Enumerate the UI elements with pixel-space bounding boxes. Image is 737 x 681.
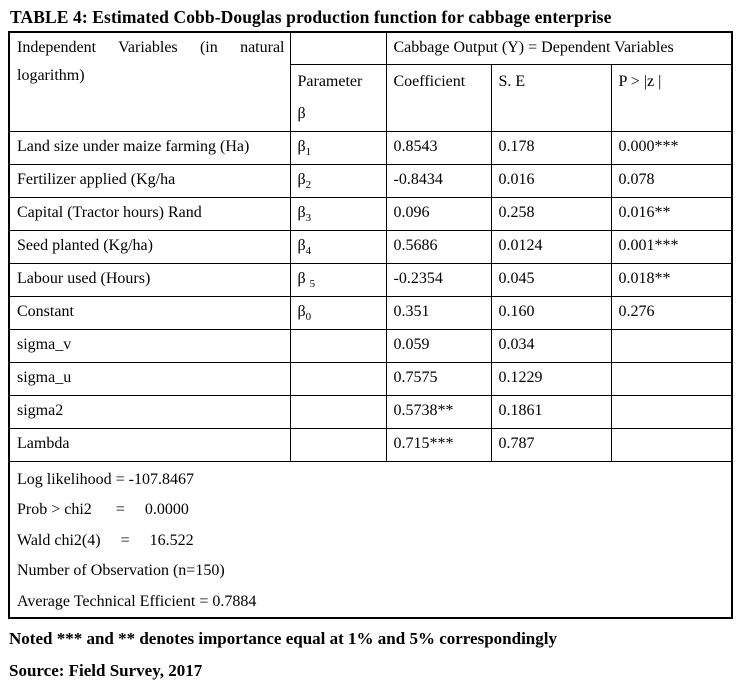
cell-variable: Fertilizer applied (Kg/ha bbox=[8, 163, 291, 198]
cell-coefficient: 0.5686 bbox=[385, 229, 492, 264]
cell-parameter bbox=[289, 361, 387, 396]
header-coefficient: Coefficient bbox=[385, 63, 492, 132]
cell-se: 0.045 bbox=[490, 262, 612, 297]
cell-parameter: β2 bbox=[289, 163, 387, 198]
cell-parameter: β0 bbox=[289, 295, 387, 330]
cell-parameter: β4 bbox=[289, 229, 387, 264]
cell-se: 0.1229 bbox=[490, 361, 612, 396]
cell-se: 0.258 bbox=[490, 196, 612, 231]
cell-parameter: β3 bbox=[289, 196, 387, 231]
cell-coefficient: -0.2354 bbox=[385, 262, 492, 297]
cell-parameter bbox=[289, 394, 387, 429]
header-independent-variables: Independent Variables (in natural logari… bbox=[8, 31, 291, 132]
cell-coefficient: 0.096 bbox=[385, 196, 492, 231]
table-row: Constant β0 0.351 0.160 0.276 bbox=[8, 295, 733, 330]
table-row: Capital (Tractor hours) Rand β3 0.096 0.… bbox=[8, 196, 733, 231]
results-table: Independent Variables (in natural logari… bbox=[8, 31, 733, 619]
header-p-value: P > |z | bbox=[610, 63, 733, 132]
cell-coefficient: 0.715*** bbox=[385, 427, 492, 462]
cell-p-value bbox=[610, 394, 733, 429]
header-dependent-banner: Cabbage Output (Y) = Dependent Variables bbox=[385, 31, 733, 65]
cell-p-value: 0.016** bbox=[610, 196, 733, 231]
cell-parameter: β1 bbox=[289, 130, 387, 165]
table-row: Fertilizer applied (Kg/ha β2 -0.8434 0.0… bbox=[8, 163, 733, 198]
cell-se: 0.034 bbox=[490, 328, 612, 363]
summary-avg-technical-efficiency: Average Technical Efficient = 0.7884 bbox=[17, 592, 257, 610]
cell-se: 0.178 bbox=[490, 130, 612, 165]
header-row-2: Parameter β Coefficient S. E P > |z | bbox=[9, 63, 733, 132]
header-parameter: Parameter β bbox=[289, 63, 387, 132]
header-parameter-word: Parameter bbox=[297, 72, 363, 90]
summary-row: Log likelihood = -107.8467 Prob > chi2 =… bbox=[8, 460, 733, 619]
cell-variable: Seed planted (Kg/ha) bbox=[8, 229, 291, 264]
table-row: Lambda 0.715*** 0.787 bbox=[8, 427, 733, 462]
cell-se: 0.787 bbox=[490, 427, 612, 462]
cell-p-value: 0.276 bbox=[610, 295, 733, 330]
table-row: sigma_v 0.059 0.034 bbox=[8, 328, 733, 363]
table-row: sigma_u 0.7575 0.1229 bbox=[8, 361, 733, 396]
cell-variable: Capital (Tractor hours) Rand bbox=[8, 196, 291, 231]
table-caption: TABLE 4: Estimated Cobb-Douglas producti… bbox=[10, 7, 612, 27]
table-row: Land size under maize farming (Ha) β1 0.… bbox=[8, 130, 733, 165]
cell-p-value: 0.078 bbox=[610, 163, 733, 198]
cell-se: 0.160 bbox=[490, 295, 612, 330]
cell-p-value: 0.001*** bbox=[610, 229, 733, 264]
cell-se: 0.1861 bbox=[490, 394, 612, 429]
cell-variable: Labour used (Hours) bbox=[8, 262, 291, 297]
cell-coefficient: 0.059 bbox=[385, 328, 492, 363]
significance-note: Noted *** and ** denotes importance equa… bbox=[9, 629, 557, 648]
cell-p-value bbox=[610, 328, 733, 363]
table-row: Labour used (Hours) β 5 -0.2354 0.045 0.… bbox=[8, 262, 733, 297]
cell-p-value: 0.018** bbox=[610, 262, 733, 297]
cell-parameter bbox=[289, 328, 387, 363]
cell-variable: sigma_u bbox=[8, 361, 291, 396]
summary-wald-chi2: Wald chi2(4) = 16.522 bbox=[17, 531, 194, 549]
cell-p-value bbox=[610, 361, 733, 396]
cell-parameter: β 5 bbox=[289, 262, 387, 297]
header-row-1: Independent Variables (in natural logari… bbox=[8, 31, 733, 132]
cell-coefficient: 0.351 bbox=[385, 295, 492, 330]
summary-prob-chi2: Prob > chi2 = 0.0000 bbox=[17, 501, 189, 518]
cell-parameter bbox=[289, 427, 387, 462]
summary-log-likelihood: Log likelihood = -107.8467 bbox=[17, 470, 195, 488]
cell-se: 0.0124 bbox=[490, 229, 612, 264]
table-row: sigma2 0.5738** 0.1861 bbox=[8, 394, 733, 429]
cell-variable: Constant bbox=[8, 295, 291, 330]
cell-variable: Lambda bbox=[8, 427, 291, 462]
cell-variable: sigma2 bbox=[8, 394, 291, 429]
header-parameter-beta: β bbox=[297, 105, 306, 122]
header-se: S. E bbox=[490, 63, 612, 132]
cell-coefficient: 0.7575 bbox=[385, 361, 492, 396]
summary-observations: Number of Observation (n=150) bbox=[17, 562, 225, 579]
cell-variable: sigma_v bbox=[8, 328, 291, 363]
header-empty-cell bbox=[289, 31, 387, 65]
cell-se: 0.016 bbox=[490, 163, 612, 198]
cell-p-value bbox=[610, 427, 733, 462]
cell-coefficient: -0.8434 bbox=[385, 163, 492, 198]
cell-variable: Land size under maize farming (Ha) bbox=[8, 130, 291, 165]
summary-cell: Log likelihood = -107.8467 Prob > chi2 =… bbox=[8, 460, 733, 619]
table-row: Seed planted (Kg/ha) β4 0.5686 0.0124 0.… bbox=[8, 229, 733, 264]
cell-p-value: 0.000*** bbox=[610, 130, 733, 165]
cell-coefficient: 0.8543 bbox=[385, 130, 492, 165]
cell-coefficient: 0.5738** bbox=[385, 394, 492, 429]
